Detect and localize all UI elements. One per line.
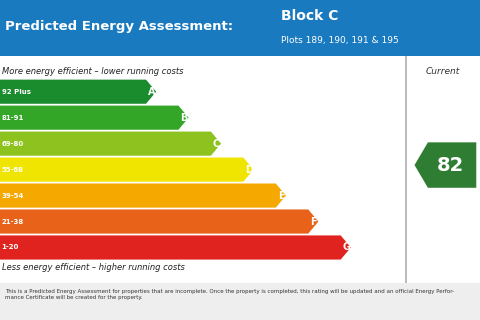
Text: C: C [213,139,220,148]
Text: 82: 82 [437,156,464,174]
Text: This is a Predicted Energy Assessment for properties that are incomplete. Once t: This is a Predicted Energy Assessment fo… [5,289,454,300]
Text: Less energy efficient – higher running costs: Less energy efficient – higher running c… [2,263,185,272]
Polygon shape [0,132,221,156]
Polygon shape [0,236,351,260]
Polygon shape [415,142,476,188]
Polygon shape [0,157,253,182]
Polygon shape [0,80,156,104]
Text: A: A [148,87,156,97]
Text: G: G [343,243,351,252]
Text: Plots 189, 190, 191 & 195: Plots 189, 190, 191 & 195 [281,36,398,45]
Text: F: F [310,217,317,227]
Text: More energy efficient – lower running costs: More energy efficient – lower running co… [2,68,183,76]
Text: 39-54: 39-54 [1,193,24,199]
Text: Block C: Block C [281,9,338,23]
Text: 81-91: 81-91 [1,115,24,121]
Polygon shape [0,210,318,234]
Text: D: D [245,164,253,175]
Text: E: E [278,191,285,201]
Text: 69-80: 69-80 [1,140,24,147]
Text: Predicted Energy Assessment:: Predicted Energy Assessment: [5,20,233,33]
Polygon shape [0,106,189,130]
Text: B: B [180,113,188,123]
Text: 92 Plus: 92 Plus [1,89,31,95]
Text: 55-68: 55-68 [1,167,24,172]
Text: 21-38: 21-38 [1,219,24,225]
Text: 1-20: 1-20 [1,244,19,251]
Text: Current: Current [426,68,460,76]
Polygon shape [0,183,286,208]
